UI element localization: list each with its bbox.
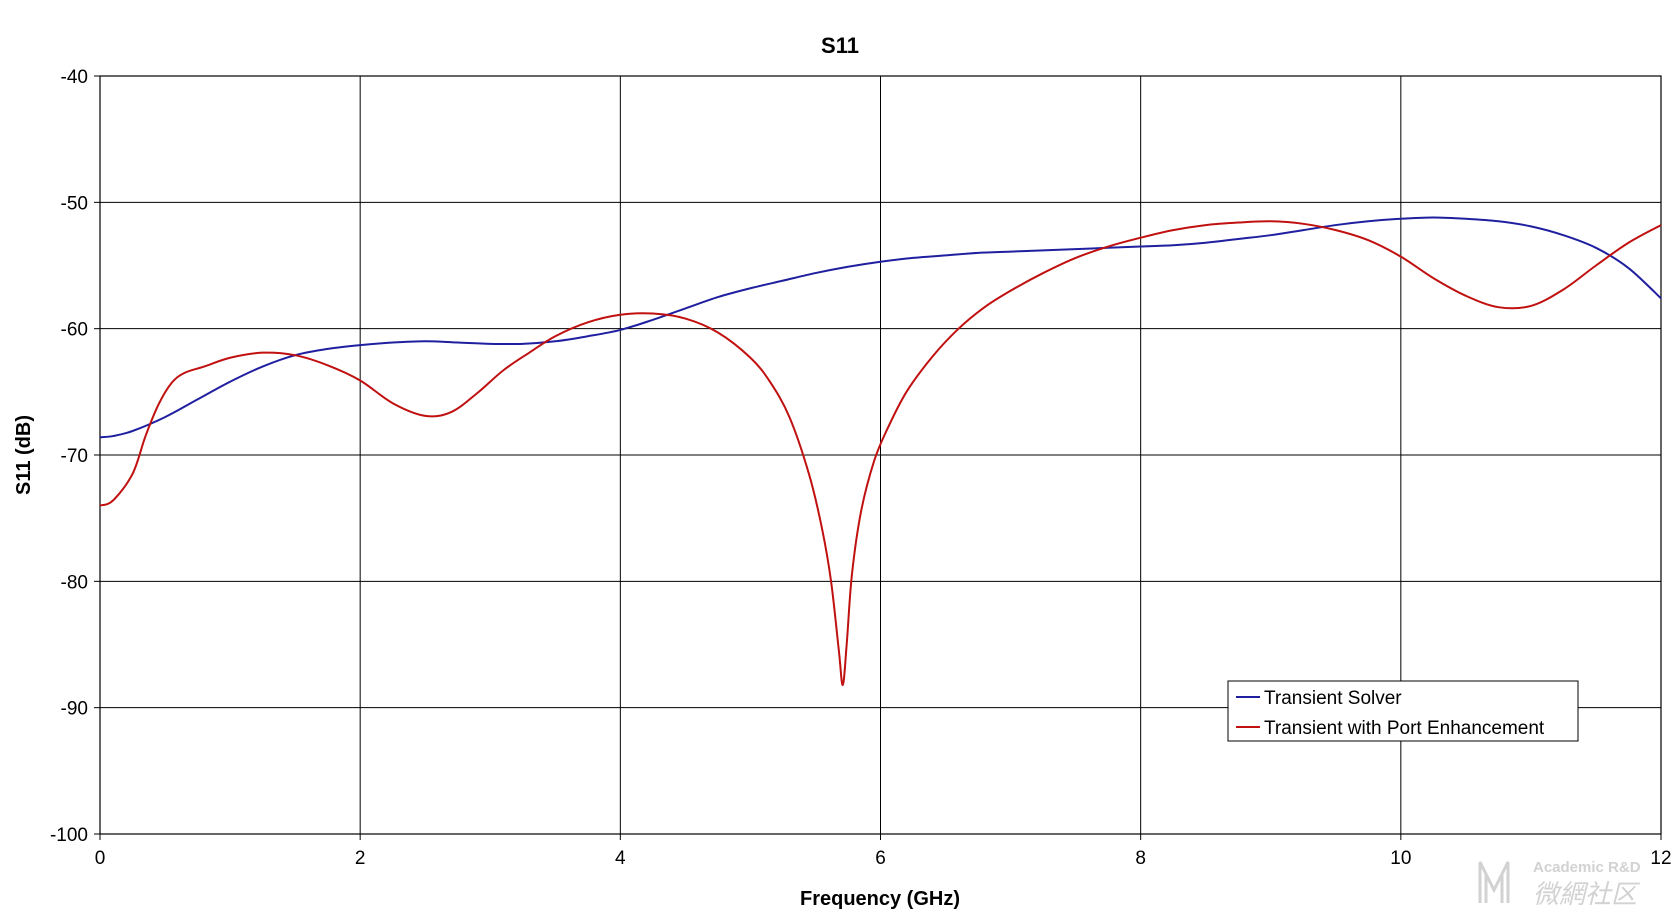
- x-tick-label: 0: [95, 848, 106, 869]
- tick-labels: 0 2 4 6 8 10 12 -40 -50 -60 -70 -80 -90 -100: [50, 67, 1672, 869]
- y-tick-label: -50: [61, 193, 88, 214]
- legend-label-port-enhancement: Transient with Port Enhancement: [1264, 718, 1545, 739]
- y-tick-label: -80: [61, 572, 88, 593]
- legend: Transient Solver Transient with Port Enh…: [1227, 680, 1579, 742]
- y-tick-label: -90: [61, 699, 88, 720]
- x-tick-label: 6: [875, 848, 886, 869]
- legend-box: [1227, 680, 1579, 742]
- x-tick-label: 8: [1135, 848, 1146, 869]
- series-lines: [99, 216, 1662, 686]
- y-tick-label: -60: [61, 320, 88, 341]
- y-axis-label: S11 (dB): [13, 415, 35, 495]
- series-line-transient-solver: [99, 216, 1662, 439]
- watermark-cjk: 微網社区: [1533, 879, 1641, 909]
- watermark: Academic R&D 微網社区: [1478, 859, 1641, 909]
- watermark-logo-icon: [1478, 861, 1510, 903]
- y-tick-label: -100: [50, 825, 88, 846]
- x-axis-label: Frequency (GHz): [800, 888, 960, 910]
- y-tick-label: -40: [61, 67, 88, 88]
- legend-label-transient-solver: Transient Solver: [1264, 688, 1402, 709]
- x-tick-label: 4: [615, 848, 626, 869]
- watermark-latin: Academic R&D: [1533, 859, 1641, 876]
- series-line-port-enhancement: [99, 220, 1662, 686]
- x-tick-label: 2: [355, 848, 366, 869]
- x-tick-label: 12: [1650, 848, 1671, 869]
- chart-title: S11: [821, 33, 859, 58]
- x-tick-label: 10: [1390, 848, 1411, 869]
- y-tick-label: -70: [61, 446, 88, 467]
